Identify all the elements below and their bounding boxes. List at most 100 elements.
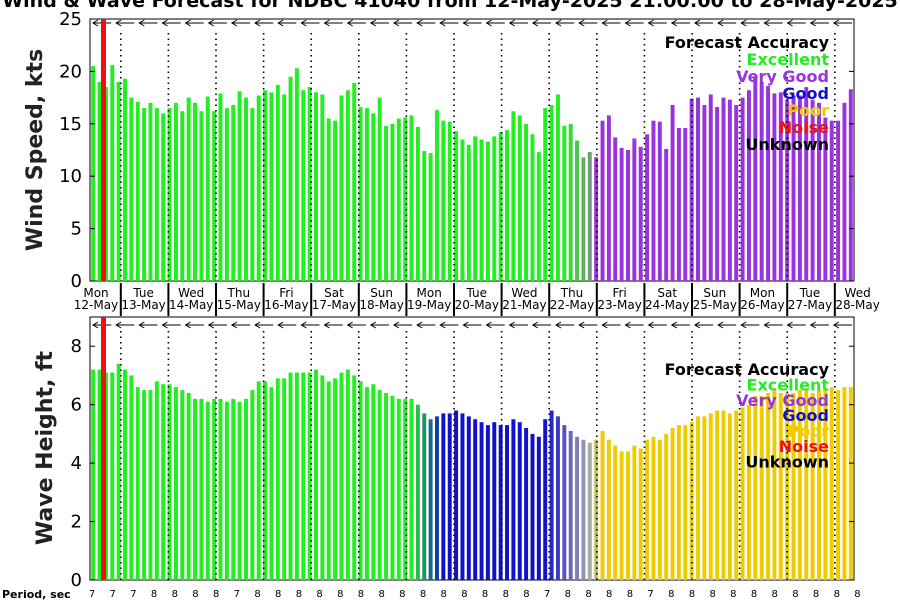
wind-bar (600, 120, 605, 281)
wave-bar (479, 422, 484, 580)
wave-bar (460, 413, 465, 580)
period-value: 7 (544, 589, 550, 600)
wind-bar (829, 120, 834, 281)
wave-bar (606, 439, 611, 580)
wind-arrow (555, 19, 575, 27)
wave-arrow (693, 321, 714, 329)
wave-bar (358, 381, 363, 580)
wind-arrow (693, 19, 714, 27)
wind-bar (753, 76, 758, 281)
wave-arrow (462, 321, 482, 329)
wind-bar (613, 137, 618, 281)
period-value: 8 (627, 589, 633, 600)
wind-bar (154, 108, 159, 281)
date-label: 19-May (407, 298, 451, 312)
wind-arrow (277, 19, 297, 27)
wave-bar (173, 387, 178, 580)
wind-bar (142, 108, 147, 281)
wave-bar (205, 401, 210, 580)
wave-bar (97, 369, 102, 580)
wind-bar (587, 152, 592, 281)
period-value: 8 (151, 589, 157, 600)
wind-bar (173, 102, 178, 281)
wind-bar (708, 94, 713, 282)
wave-bar (422, 413, 427, 580)
wind-bar (651, 120, 656, 281)
day-label: Sun (703, 286, 726, 300)
day-label: Mon (750, 286, 775, 300)
wind-arrow (809, 19, 829, 27)
wave-arrow (439, 321, 459, 329)
wind-arrow (207, 19, 227, 27)
wind-y-tick-label: 15 (59, 114, 82, 135)
wind-legend-poor: Poor (787, 101, 829, 120)
wave-bar (364, 387, 369, 580)
wave-bar (517, 422, 522, 580)
wind-now-marker (101, 19, 106, 281)
wind-arrow (485, 19, 505, 27)
wave-bar (326, 381, 331, 580)
wind-bar (683, 127, 688, 282)
wave-bar (791, 392, 796, 580)
wave-legend-good: Good (782, 406, 829, 425)
wave-arrow (531, 321, 552, 329)
wave-arrow (670, 321, 690, 329)
wind-bar (626, 150, 630, 281)
wave-y-axis-label: Wave Height, ft (33, 350, 58, 545)
wave-legend-excellent: Excellent (747, 375, 830, 394)
wind-y-tick-label: 20 (59, 61, 82, 82)
wave-bar (530, 433, 535, 580)
period-value: 8 (772, 589, 778, 600)
date-label: 15-May (217, 298, 261, 312)
wind-bar (212, 111, 217, 281)
wind-arrow (254, 19, 274, 27)
wave-bar (314, 369, 318, 580)
wind-bar (664, 148, 669, 281)
wave-bar (161, 384, 166, 580)
wave-bar (638, 448, 643, 580)
wind-y-tick-label: 5 (71, 219, 82, 240)
wind-bar (842, 102, 847, 281)
wind-bar (364, 108, 369, 281)
wave-bar (154, 381, 159, 580)
day-label: Wed (511, 286, 537, 300)
date-label: 17-May (312, 298, 356, 312)
period-value: 8 (606, 589, 612, 600)
day-label: Mon (417, 286, 442, 300)
wind-legend-unknown: Unknown (745, 135, 829, 154)
wind-bar (403, 117, 408, 281)
wind-y-tick-label: 10 (59, 166, 82, 187)
period-value: 8 (854, 589, 860, 600)
wave-bar (371, 384, 376, 580)
wind-arrow (601, 19, 621, 27)
wave-arrow (323, 321, 343, 329)
wind-bar (256, 95, 261, 281)
wind-arrow (369, 19, 389, 27)
period-value: 8 (399, 589, 405, 600)
wave-bar (613, 445, 618, 580)
period-label: Period, sec (2, 588, 71, 600)
wave-bar (466, 416, 471, 580)
wind-arrow (184, 19, 204, 27)
wave-bar (180, 390, 185, 580)
wind-bar (135, 101, 140, 281)
wind-arrow (832, 19, 852, 27)
wave-bar (721, 410, 726, 580)
wave-bar (696, 416, 700, 580)
wave-bar (702, 416, 707, 580)
wave-bar (231, 398, 236, 580)
wind-arrow (439, 19, 459, 27)
period-value: 8 (378, 589, 384, 600)
wind-bar (129, 97, 134, 281)
wave-bar (746, 404, 751, 580)
wave-bar (657, 439, 662, 580)
wave-bar (670, 428, 675, 580)
period-value: 8 (441, 589, 447, 600)
wave-bar (282, 378, 287, 580)
wave-legend-poor: Poor (787, 422, 829, 441)
date-label: 14-May (169, 298, 213, 312)
wind-bar (199, 111, 204, 281)
wave-bar (91, 369, 96, 580)
wind-bar (804, 87, 809, 282)
period-value: 8 (503, 589, 509, 600)
